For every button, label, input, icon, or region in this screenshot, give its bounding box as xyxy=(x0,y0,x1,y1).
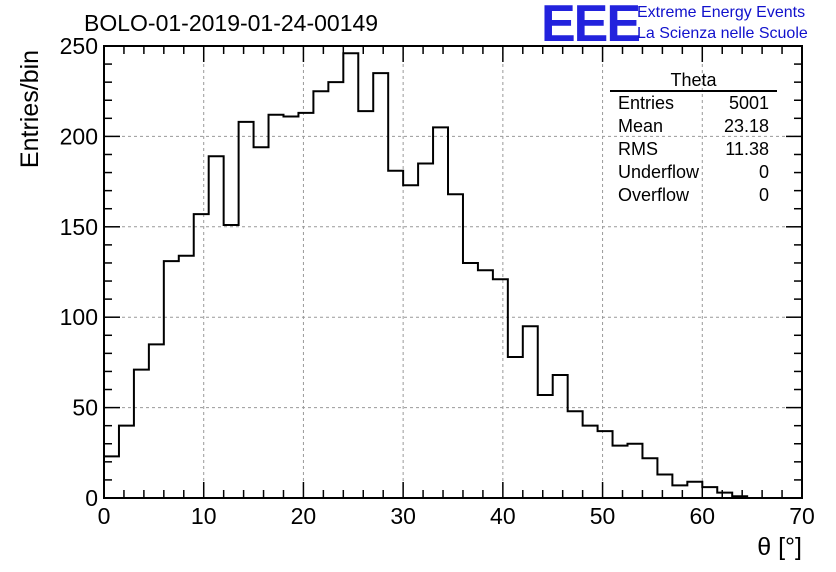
histogram-bin xyxy=(538,395,553,498)
histogram-bin xyxy=(388,171,403,498)
y-tick-label: 200 xyxy=(60,123,98,149)
stats-title: Theta xyxy=(610,70,777,92)
y-tick-label: 150 xyxy=(60,214,98,240)
histogram-bin xyxy=(149,344,164,498)
stats-value: 23.18 xyxy=(723,116,769,136)
stats-row: Entries 5001 xyxy=(610,92,777,115)
stats-row: Underflow 0 xyxy=(610,161,777,184)
histogram-bin xyxy=(493,279,508,498)
histogram-bin xyxy=(642,458,657,498)
histogram-bin xyxy=(628,444,643,498)
histogram-bin xyxy=(418,164,433,498)
stats-row: RMS 11.38 xyxy=(610,138,777,161)
stats-value: 0 xyxy=(758,162,769,182)
logo-line-2: La Scienza nelle Scuole xyxy=(637,25,808,42)
histogram-bin xyxy=(613,446,628,498)
histogram-bin xyxy=(224,225,239,498)
y-tick-label: 250 xyxy=(60,33,98,59)
histogram-bin xyxy=(687,482,702,498)
stats-label: Overflow xyxy=(618,185,690,205)
histogram-bin xyxy=(194,214,209,498)
histogram-bin xyxy=(134,370,149,498)
histogram-bin xyxy=(403,185,418,498)
histogram-bin xyxy=(553,375,568,498)
stats-label: Mean xyxy=(618,116,664,136)
logo-line-1: Extreme Energy Events xyxy=(637,4,806,21)
stats-label: Underflow xyxy=(618,162,700,182)
histogram-bin xyxy=(583,426,598,498)
plot-frame xyxy=(103,45,803,499)
eee-logo: EEE xyxy=(541,0,641,53)
histogram-bin xyxy=(433,127,448,498)
histogram-bin xyxy=(313,91,328,498)
stats-label: RMS xyxy=(618,139,658,159)
y-tick-label: 100 xyxy=(60,304,98,330)
x-tick-label: 50 xyxy=(590,503,616,529)
histogram-bin xyxy=(358,111,373,498)
histogram-bin xyxy=(463,263,478,498)
x-tick-label: 0 xyxy=(98,503,111,529)
histogram-bin xyxy=(343,53,358,498)
histogram-bin xyxy=(523,326,538,498)
histogram-bin xyxy=(672,485,687,498)
stats-row: Mean 23.18 xyxy=(610,115,777,138)
histogram-bin xyxy=(119,426,134,498)
x-tick-label: 30 xyxy=(390,503,416,529)
stats-value: 11.38 xyxy=(725,139,769,159)
stats-box: Theta Entries 5001 Mean 23.18 RMS 11.38 … xyxy=(610,70,777,207)
x-tick-label: 70 xyxy=(789,503,815,529)
histogram-bin xyxy=(298,113,313,498)
histogram-bin xyxy=(478,270,493,498)
histogram-bin xyxy=(239,122,254,498)
histogram-bin xyxy=(254,147,269,498)
stats-label: Entries xyxy=(618,93,675,113)
histogram-bin xyxy=(657,474,672,498)
x-tick-label: 60 xyxy=(689,503,715,529)
histogram-bin xyxy=(598,431,613,498)
y-tick-label: 50 xyxy=(72,395,98,421)
histogram-bin xyxy=(283,117,298,498)
histogram-bin xyxy=(269,115,284,498)
y-tick-label: 0 xyxy=(85,485,98,511)
chart-title: BOLO-01-2019-01-24-00149 xyxy=(84,10,379,36)
stats-row: Overflow 0 xyxy=(610,184,777,207)
y-axis-label: Entries/bin xyxy=(16,49,44,169)
histogram-layer xyxy=(104,52,793,499)
histogram-bin xyxy=(328,82,343,498)
x-tick-label: 40 xyxy=(490,503,516,529)
histogram-bin xyxy=(448,194,463,498)
histogram-bin xyxy=(568,411,583,498)
histogram-bin xyxy=(209,156,224,498)
histogram-step-line xyxy=(104,52,793,499)
x-axis-label: θ [°] xyxy=(757,533,802,561)
axes: 0 10 20 30 40 50 60 70 0 50 100 150 200 250 xyxy=(60,33,815,529)
histogram-bin xyxy=(179,256,194,498)
x-tick-label: 20 xyxy=(291,503,317,529)
grid-lines xyxy=(104,46,802,498)
histogram-bin xyxy=(702,487,717,498)
x-tick-label: 10 xyxy=(191,503,217,529)
stats-value: 0 xyxy=(758,185,769,205)
histogram-bin xyxy=(164,261,179,498)
histogram-bin xyxy=(104,456,119,498)
histogram-bin xyxy=(508,357,523,498)
stats-value: 5001 xyxy=(728,93,769,113)
